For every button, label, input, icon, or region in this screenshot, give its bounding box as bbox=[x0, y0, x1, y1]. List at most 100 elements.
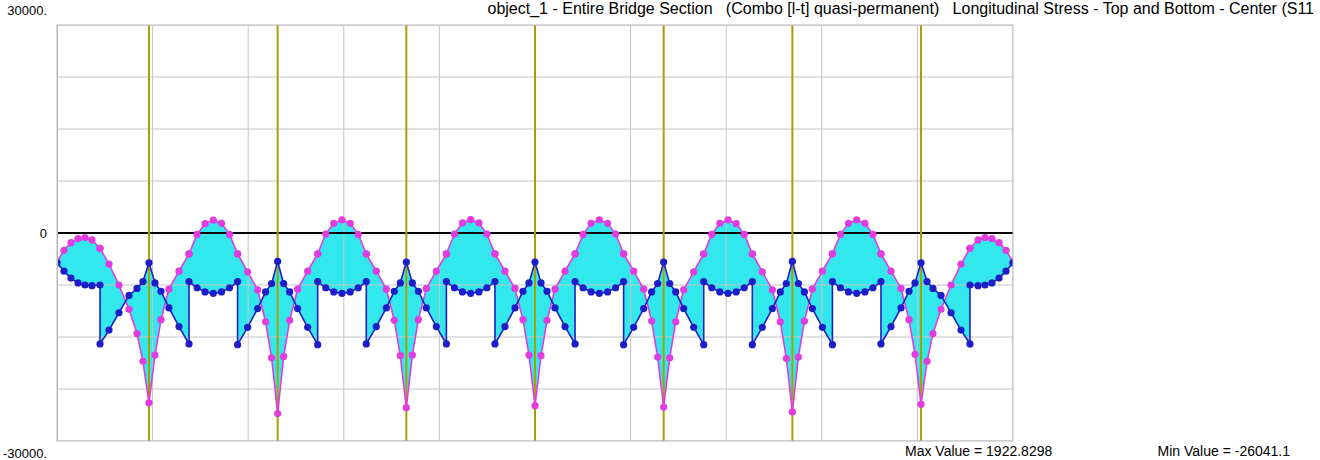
marker bbox=[459, 288, 466, 295]
marker bbox=[165, 286, 172, 293]
marker bbox=[363, 250, 370, 257]
series-line bbox=[57, 261, 1013, 344]
marker bbox=[988, 235, 995, 242]
marker bbox=[1002, 268, 1009, 275]
marker bbox=[571, 250, 578, 257]
marker bbox=[363, 340, 370, 347]
marker bbox=[789, 408, 796, 415]
marker bbox=[929, 285, 936, 292]
marker bbox=[338, 290, 345, 297]
marker bbox=[579, 284, 586, 291]
marker bbox=[234, 250, 241, 257]
marker bbox=[151, 279, 158, 286]
marker bbox=[733, 288, 740, 295]
marker bbox=[519, 316, 526, 323]
marker bbox=[981, 281, 988, 288]
marker bbox=[537, 279, 544, 286]
marker bbox=[294, 286, 301, 293]
marker bbox=[897, 285, 904, 292]
marker bbox=[819, 268, 826, 275]
marker bbox=[1009, 259, 1013, 266]
marker bbox=[690, 324, 697, 331]
marker bbox=[268, 354, 275, 361]
chart: 30000.0-30000.object_1 - Entire Bridge S… bbox=[0, 0, 1320, 460]
support-line bbox=[277, 25, 279, 441]
marker bbox=[741, 231, 748, 238]
marker bbox=[579, 231, 586, 238]
annotation: Max Value = 1922.8298 bbox=[905, 443, 1052, 459]
marker bbox=[226, 284, 233, 291]
marker bbox=[620, 341, 627, 348]
marker bbox=[640, 286, 647, 293]
marker bbox=[403, 404, 410, 411]
marker bbox=[690, 268, 697, 275]
marker bbox=[151, 351, 158, 358]
marker bbox=[423, 304, 430, 311]
marker bbox=[355, 284, 362, 291]
marker bbox=[314, 341, 321, 348]
plot-frame bbox=[57, 25, 1013, 441]
marker bbox=[145, 259, 152, 266]
marker bbox=[672, 318, 679, 325]
marker bbox=[201, 220, 208, 227]
marker bbox=[571, 340, 578, 347]
marker bbox=[373, 323, 380, 330]
marker bbox=[789, 258, 796, 265]
support-line bbox=[663, 25, 665, 441]
marker bbox=[409, 351, 416, 358]
marker bbox=[145, 399, 152, 406]
marker bbox=[511, 285, 518, 292]
marker bbox=[1009, 259, 1013, 266]
marker bbox=[700, 341, 707, 348]
marker bbox=[314, 250, 321, 257]
marker bbox=[724, 290, 731, 297]
marker bbox=[96, 245, 103, 252]
marker bbox=[133, 285, 140, 292]
marker bbox=[596, 290, 603, 297]
marker bbox=[383, 286, 390, 293]
marker bbox=[749, 250, 756, 257]
marker bbox=[218, 288, 225, 295]
marker bbox=[708, 231, 715, 238]
title: object_1 - Entire Bridge Section (Combo … bbox=[488, 0, 1315, 18]
marker bbox=[133, 330, 140, 337]
marker bbox=[829, 341, 836, 348]
marker bbox=[125, 292, 132, 299]
supports bbox=[149, 25, 921, 441]
marker bbox=[475, 219, 482, 226]
marker bbox=[244, 268, 251, 275]
support-line bbox=[791, 25, 793, 441]
annotation: Min Value = -26041.1 bbox=[1158, 443, 1291, 459]
marker bbox=[519, 288, 526, 295]
marker bbox=[409, 279, 416, 286]
marker bbox=[897, 304, 904, 311]
marker bbox=[175, 323, 182, 330]
marker bbox=[193, 284, 200, 291]
marker bbox=[501, 323, 508, 330]
marker bbox=[877, 278, 884, 285]
marker bbox=[923, 358, 930, 365]
marker bbox=[74, 279, 81, 286]
marker bbox=[648, 288, 655, 295]
marker bbox=[451, 284, 458, 291]
marker bbox=[666, 280, 673, 287]
marker bbox=[853, 216, 860, 223]
marker bbox=[96, 340, 103, 347]
marker bbox=[680, 286, 687, 293]
marker bbox=[525, 351, 532, 358]
marker bbox=[280, 280, 287, 287]
marker bbox=[397, 279, 404, 286]
marker bbox=[700, 250, 707, 257]
marker bbox=[373, 268, 380, 275]
marker bbox=[995, 239, 1002, 246]
marker bbox=[330, 288, 337, 295]
marker bbox=[700, 250, 707, 257]
marker bbox=[777, 288, 784, 295]
marker bbox=[966, 281, 973, 288]
marker bbox=[491, 250, 498, 257]
marker bbox=[274, 258, 281, 265]
marker bbox=[96, 245, 103, 252]
marker bbox=[966, 245, 973, 252]
marker bbox=[234, 341, 241, 348]
marker bbox=[330, 220, 337, 227]
